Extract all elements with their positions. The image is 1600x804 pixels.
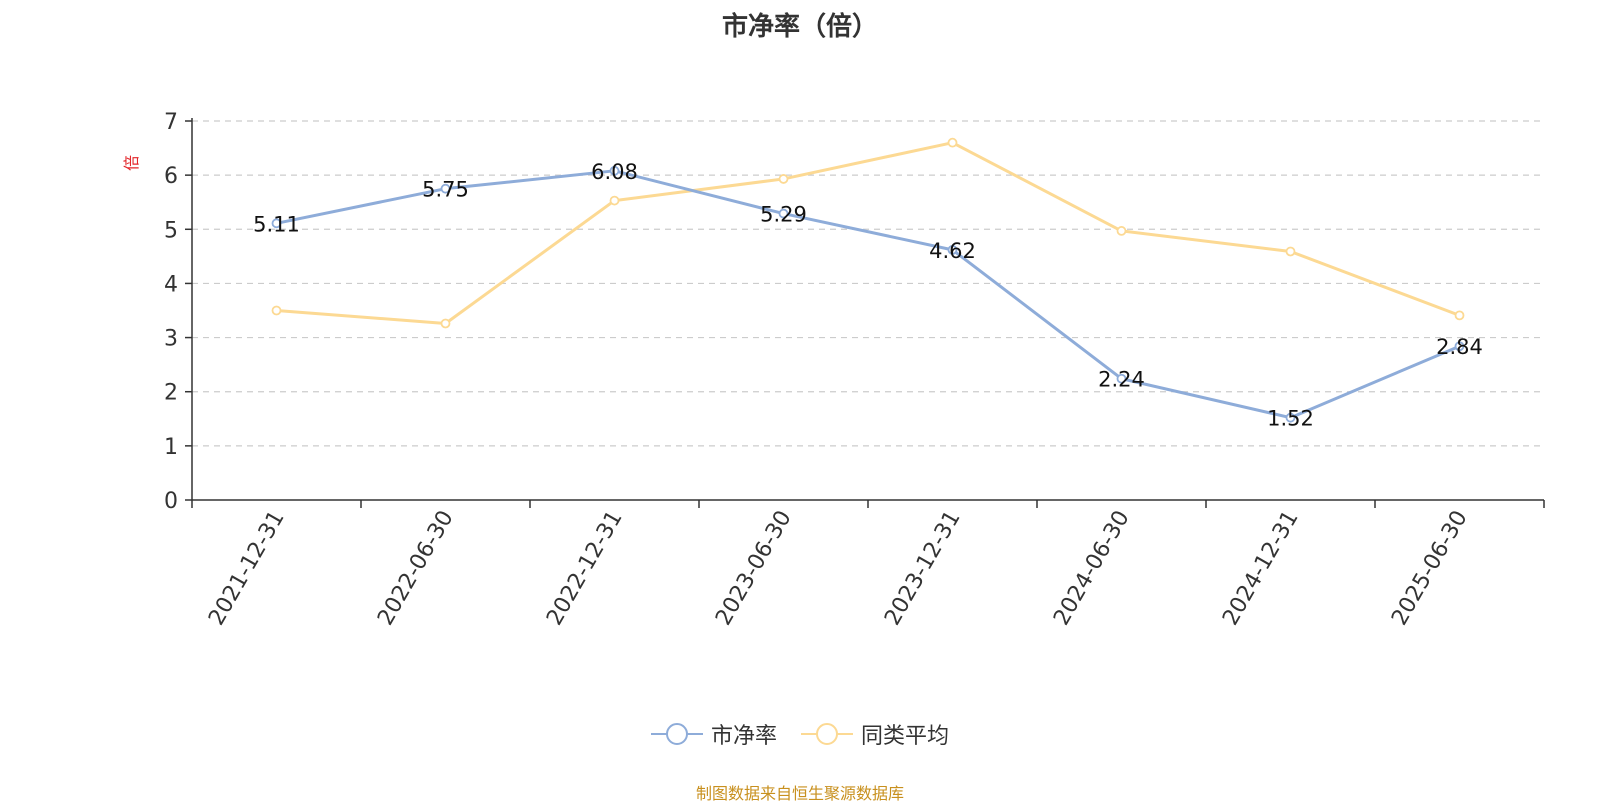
data-point — [1454, 341, 1465, 352]
y-tick-label: 4 — [164, 272, 178, 297]
x-tick-label: 2024-06-30 — [1049, 507, 1135, 630]
data-point — [271, 305, 282, 316]
x-tick-label: 2022-12-31 — [542, 507, 628, 630]
data-point — [1285, 412, 1296, 423]
x-tick-label: 2025-06-30 — [1387, 507, 1473, 630]
x-tick-label: 2023-06-30 — [711, 507, 797, 630]
series-line-0 — [276, 169, 1461, 420]
data-point — [609, 165, 620, 176]
chart-title: 市净率（倍） — [721, 12, 878, 42]
x-tick-label: 2021-12-31 — [204, 507, 290, 630]
y-tick-label: 7 — [164, 110, 178, 135]
legend-item-peer-avg[interactable]: 同类平均 — [801, 718, 949, 750]
data-label: 5.11 — [253, 212, 300, 236]
legend-marker-pb-icon — [650, 723, 703, 745]
y-tick-label: 6 — [164, 164, 178, 189]
legend-label-peer-avg: 同类平均 — [861, 724, 950, 749]
data-label: 5.29 — [760, 203, 807, 227]
data-label: 4.62 — [929, 239, 976, 263]
y-tick-label: 1 — [164, 435, 178, 460]
data-label: 1.52 — [1267, 407, 1314, 431]
data-point — [440, 318, 451, 329]
y-tick-label: 0 — [164, 489, 178, 514]
legend-item-pb[interactable]: 市净率 — [650, 718, 777, 750]
x-tick-label: 2024-12-31 — [1218, 507, 1304, 630]
data-point — [778, 208, 789, 219]
data-label: 5.75 — [422, 178, 469, 202]
x-tick-label: 2022-06-30 — [373, 507, 459, 630]
data-label: 6.08 — [591, 160, 638, 184]
data-point — [947, 137, 958, 148]
data-label: 2.84 — [1436, 335, 1483, 359]
data-point — [1454, 310, 1465, 321]
data-point — [440, 183, 451, 194]
data-point — [609, 195, 620, 206]
legend: 市净率 同类平均 — [0, 718, 1600, 750]
source-note: 制图数据来自恒生聚源数据库 — [695, 784, 904, 803]
data-point — [1116, 373, 1127, 384]
data-point — [271, 218, 282, 229]
y-axis-label: 倍 — [122, 155, 141, 171]
series-line-1 — [276, 141, 1461, 325]
data-point — [778, 174, 789, 184]
legend-marker-peer-avg-icon — [801, 723, 853, 745]
data-point — [1285, 246, 1296, 257]
x-tick-label: 2023-12-31 — [880, 507, 966, 630]
y-tick-label: 3 — [164, 327, 178, 352]
y-tick-label: 2 — [164, 381, 178, 406]
data-point — [947, 244, 958, 255]
legend-label-pb: 市净率 — [710, 724, 777, 749]
y-tick-label: 5 — [164, 218, 178, 243]
data-label: 2.24 — [1098, 368, 1145, 392]
data-point — [1116, 226, 1127, 236]
